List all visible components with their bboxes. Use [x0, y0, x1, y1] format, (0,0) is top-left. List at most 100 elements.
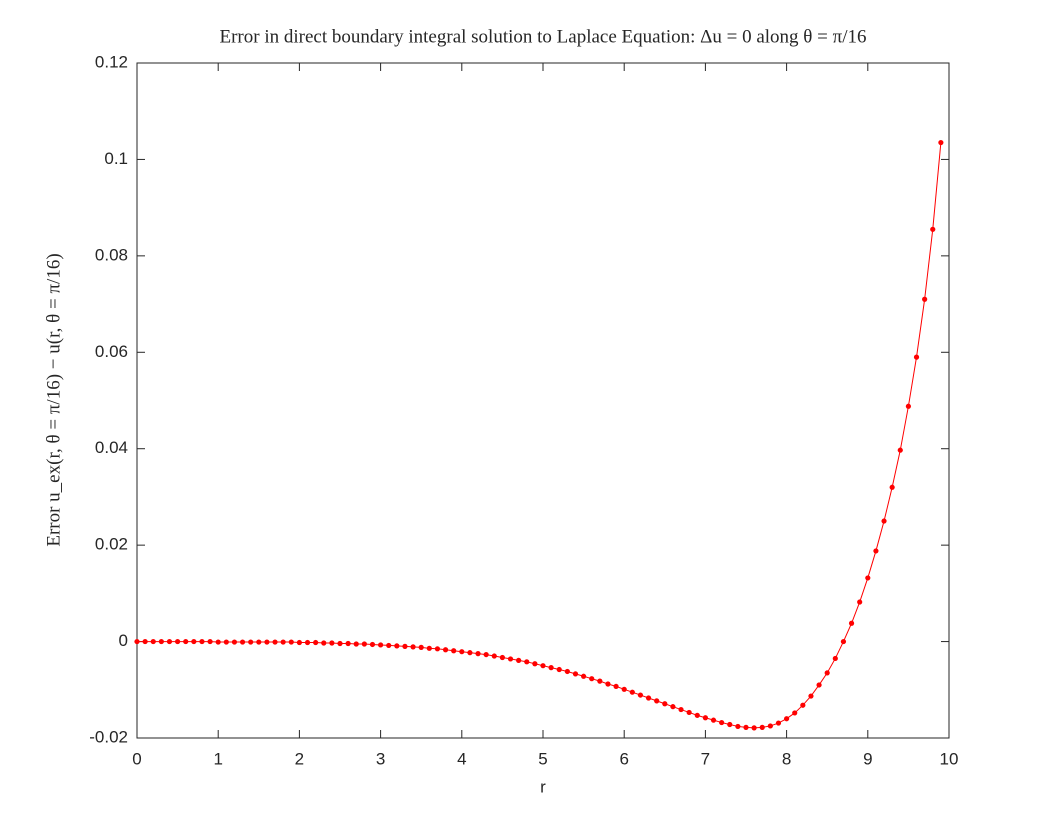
x-tick-label: 2 [295, 749, 304, 768]
data-point [800, 702, 806, 708]
data-point [808, 693, 814, 699]
data-point [784, 716, 790, 722]
data-point [280, 639, 286, 645]
data-point [507, 656, 514, 662]
data-point [394, 643, 400, 649]
data-point [532, 661, 538, 667]
data-point [913, 354, 920, 360]
y-tick-label: 0.02 [95, 535, 128, 554]
data-point [865, 575, 871, 581]
data-point [694, 712, 700, 718]
data-point [613, 683, 619, 690]
data-point [288, 639, 294, 645]
data-point [775, 720, 782, 726]
data-point [702, 715, 709, 721]
x-tick-label: 4 [457, 749, 466, 768]
data-point [272, 639, 278, 645]
data-point [256, 639, 262, 645]
data-point [304, 639, 311, 646]
data-point [767, 723, 773, 729]
data-point [321, 640, 327, 646]
data-point [175, 638, 181, 645]
data-point [572, 671, 579, 677]
data-point [816, 682, 822, 688]
data-point [824, 670, 830, 676]
x-tick-label: 8 [782, 749, 791, 768]
data-point [451, 648, 457, 654]
data-point [743, 724, 749, 730]
data-point [905, 403, 912, 409]
data-point [516, 657, 522, 663]
y-axis-label: Error u_ex(r, θ = π/16) − u(r, θ = π/16) [43, 253, 64, 546]
x-tick-label: 10 [940, 749, 959, 768]
data-point [166, 638, 173, 645]
data-point [670, 704, 676, 710]
data-point [378, 642, 384, 648]
data-point [540, 663, 546, 669]
data-point [751, 725, 757, 731]
data-point [231, 639, 238, 645]
data-point [491, 653, 497, 659]
data-point [134, 638, 140, 645]
data-point [459, 649, 465, 655]
data-point [897, 447, 903, 453]
data-point [857, 599, 863, 605]
data-point [296, 639, 302, 646]
data-point [150, 638, 156, 645]
data-point [475, 651, 481, 657]
data-point [654, 698, 660, 704]
x-tick-label: 0 [132, 749, 141, 768]
data-point [719, 719, 725, 726]
data-point [483, 651, 489, 658]
data-point [581, 673, 587, 679]
data-point [662, 701, 668, 707]
data-point [199, 638, 205, 645]
data-point [922, 296, 928, 302]
data-point [191, 638, 197, 645]
data-point [499, 654, 505, 661]
data-point [345, 640, 351, 647]
data-point [239, 639, 246, 645]
data-point [402, 643, 408, 649]
x-tick-label: 6 [619, 749, 628, 768]
data-point [840, 638, 847, 645]
data-point [223, 639, 229, 645]
data-point [832, 655, 838, 662]
data-point [735, 723, 741, 730]
data-point [410, 644, 416, 650]
data-point [418, 644, 424, 650]
data-point [248, 639, 254, 645]
data-point [605, 681, 611, 687]
data-point [434, 646, 441, 652]
data-point [329, 640, 335, 646]
data-point [629, 689, 635, 695]
data-point [930, 226, 936, 232]
data-point [386, 642, 392, 649]
data-point [637, 692, 644, 698]
data-point [564, 668, 570, 675]
data-point [597, 678, 603, 684]
data-point [889, 484, 895, 490]
y-tick-label: -0.02 [89, 727, 128, 746]
data-point [848, 620, 855, 626]
data-line [137, 142, 942, 729]
data-point [313, 639, 319, 646]
data-point [710, 717, 717, 723]
data-point [524, 659, 530, 665]
x-tick-label: 3 [376, 749, 385, 768]
x-tick-label: 9 [863, 749, 872, 768]
y-tick-label: 0.12 [95, 52, 128, 71]
data-point [426, 645, 432, 651]
data-point [337, 640, 343, 647]
data-point [759, 724, 765, 730]
data-point [353, 641, 359, 647]
data-point [645, 695, 652, 701]
y-tick-label: 0 [119, 631, 128, 650]
data-point [686, 709, 692, 716]
y-tick-label: 0.04 [95, 438, 128, 457]
data-point [264, 639, 270, 645]
data-point [442, 647, 449, 653]
